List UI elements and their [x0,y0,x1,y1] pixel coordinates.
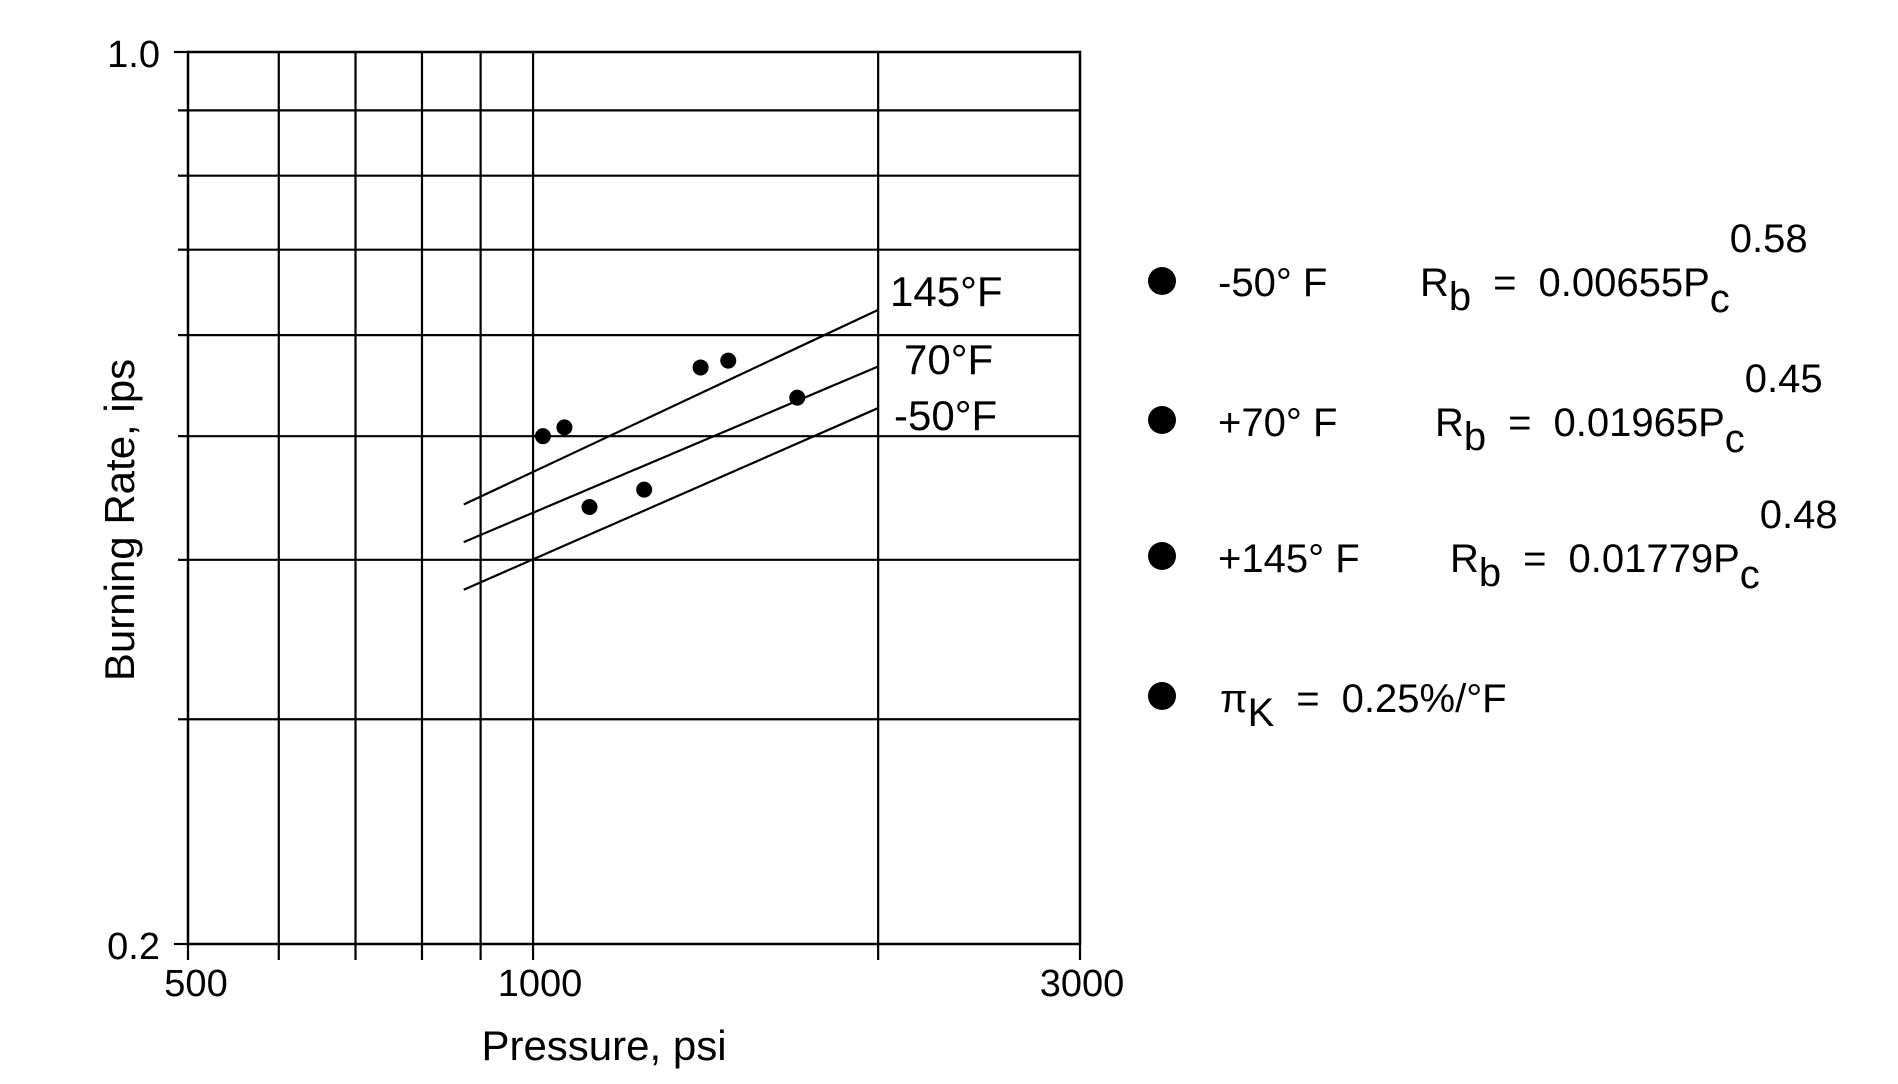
x-tick-label-500: 500 [164,963,227,1005]
data-point [556,419,572,435]
legend-lhs-sub: b [1479,551,1501,595]
legend-lhs: R [1420,261,1449,305]
series-line [464,310,878,505]
pi-symbol: π [1220,677,1248,721]
legend-bullet-icon [1148,406,1176,434]
legend-bullet-icon [1148,682,1176,710]
data-point [636,482,652,498]
legend-bullet-icon [1148,267,1176,295]
axis-ticks [174,52,1080,960]
curve-label-minus50: -50°F [894,392,997,439]
legend-equation: Rb = 0.01779Pc0.48 [1450,493,1838,597]
pi-sub: K [1248,691,1275,735]
grid-lines [188,52,1080,944]
data-point [789,390,805,406]
data-point [720,353,736,369]
series-points [535,353,805,515]
legend-eq: = [1508,401,1531,445]
data-point [535,428,551,444]
y-axis-label: Burning Rate, ips [96,359,143,681]
legend-exp: 0.45 [1745,357,1823,401]
legend-lhs-sub: b [1464,415,1486,459]
curve-label-145: 145°F [890,268,1003,315]
legend-exp: 0.48 [1760,493,1838,537]
legend-eq: = [1523,537,1546,581]
legend-lhs: R [1450,537,1479,581]
pi-value: 0.25%/°F [1342,677,1507,721]
legend: -50° F Rb=0.00655Pc0.58 +70° F Rb=0.0196… [1148,217,1838,735]
legend-item: +145° F Rb = 0.01779Pc0.48 [1148,493,1838,597]
data-point [581,499,597,515]
legend-bullet-icon [1148,542,1176,570]
legend-coef: 0.01965P [1554,401,1725,445]
legend-temp: -50° F [1218,261,1327,305]
data-point [693,359,709,375]
x-tick-label-3000: 3000 [1040,963,1125,1005]
legend-item: -50° F Rb = 0.00655Pc0.58 [1148,217,1808,321]
legend-item: πK = 0.25%/°F [1148,677,1507,735]
series-lines [464,310,878,590]
y-tick-label-bottom: 0.2 [107,926,160,968]
series-line [464,366,878,542]
legend-temp: +70° F [1218,401,1337,445]
legend-temp: +145° F [1218,537,1360,581]
legend-lhs: R [1435,401,1464,445]
legend-lhs-sub: b [1449,275,1471,319]
x-axis-label: Pressure, psi [481,1022,726,1069]
legend-exp: 0.58 [1730,217,1808,261]
y-tick-label-top: 1.0 [107,34,160,76]
legend-item: +70° F Rb = 0.01965Pc0.45 [1148,357,1823,461]
legend-var-sub: c [1725,417,1745,461]
legend-equation: Rb = 0.01965Pc0.45 [1435,357,1823,461]
legend-coef: 0.00655P [1539,261,1710,305]
pi-note: πK = 0.25%/°F [1220,677,1507,735]
plot-frame [188,52,1080,944]
legend-equation: Rb = 0.00655Pc0.58 [1420,217,1808,321]
legend-var-sub: c [1710,277,1730,321]
legend-eq: = [1493,261,1516,305]
curve-label-70: 70°F [904,336,993,383]
legend-var-sub: c [1740,553,1760,597]
pi-eq: = [1296,677,1319,721]
x-tick-label-1000: 1000 [498,963,583,1005]
legend-coef: 0.01779P [1569,537,1740,581]
